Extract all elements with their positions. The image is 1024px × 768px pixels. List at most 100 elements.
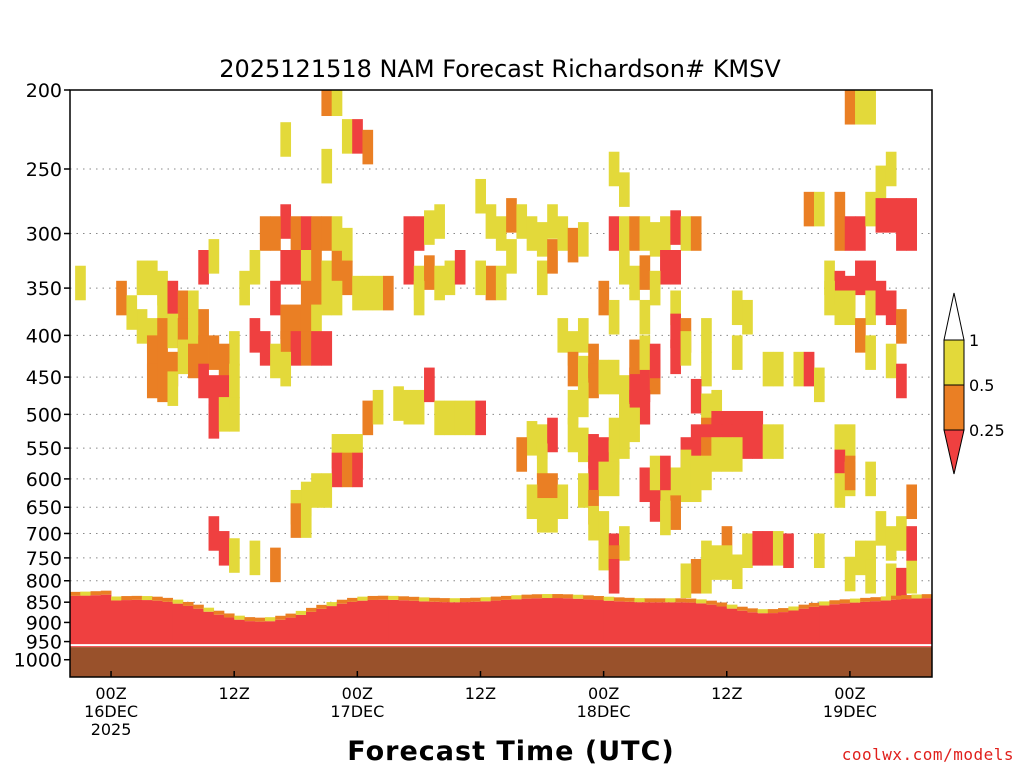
data-cell <box>167 313 179 349</box>
data-cell <box>649 455 661 491</box>
legend-arrow-bottom <box>943 429 965 475</box>
pbl-cell <box>860 601 871 648</box>
data-cell <box>567 417 579 453</box>
pbl-edge-cell <box>213 610 225 615</box>
data-cell <box>731 554 743 590</box>
data-cell <box>239 270 250 306</box>
data-cell <box>660 249 671 285</box>
data-cell <box>834 290 846 326</box>
y-axis: 200 250 300 350 400 450 500 550 600 650 700 7508008… <box>14 80 70 672</box>
pbl-edge-cell <box>757 609 769 614</box>
pbl-cell <box>336 603 348 648</box>
data-cell <box>608 359 620 395</box>
data-cell <box>619 526 630 561</box>
data-cell <box>506 198 517 233</box>
data-cell <box>670 290 681 326</box>
pbl-cell <box>552 598 563 648</box>
pbl-cell <box>100 594 112 648</box>
y-tick-label: 400 <box>26 325 62 347</box>
pbl-edge-cell <box>182 601 194 606</box>
pbl-cell <box>141 600 153 648</box>
data-cell <box>629 367 640 403</box>
data-cell <box>639 299 651 335</box>
data-cell <box>270 547 281 583</box>
data-cell <box>588 455 599 491</box>
pbl-edge-cell <box>244 617 256 622</box>
x-axis-label: Forecast Time (UTC) <box>347 736 674 767</box>
data-cell <box>701 393 712 429</box>
data-cell <box>752 531 764 566</box>
data-cell <box>270 216 281 251</box>
pbl-edge-cell <box>357 596 368 601</box>
data-cell <box>526 421 538 456</box>
pbl-cell <box>306 611 317 648</box>
data-cell <box>701 540 712 576</box>
data-cell <box>670 495 681 530</box>
data-cell <box>680 331 692 366</box>
data-cell <box>136 260 148 296</box>
pbl-edge-cell <box>767 609 779 614</box>
legend: 1 0.5 0.25 <box>943 292 1005 475</box>
data-cell <box>906 559 918 594</box>
pbl-edge-cell <box>70 591 81 596</box>
data-cell <box>588 434 599 469</box>
data-cell <box>536 424 548 459</box>
x-tick-label: 17DEC <box>330 702 384 721</box>
data-cell <box>844 216 856 251</box>
data-cell <box>218 397 230 432</box>
pbl-edge-cell <box>490 596 502 601</box>
data-cell <box>321 331 333 366</box>
data-cell <box>290 216 302 251</box>
data-cell <box>157 318 168 353</box>
data-cell <box>639 389 651 425</box>
data-cell <box>670 249 681 285</box>
data-cell <box>444 400 456 436</box>
data-cell <box>177 290 189 326</box>
data-cell <box>731 437 743 472</box>
data-cell <box>403 216 415 251</box>
data-cell <box>608 216 620 251</box>
data-cell <box>762 424 774 459</box>
data-cell <box>690 437 702 472</box>
data-cell <box>834 270 846 306</box>
pbl-edge-cell <box>593 596 605 601</box>
data-cell <box>557 216 569 251</box>
pbl-cell <box>388 599 399 648</box>
pbl-edge-cell <box>152 596 163 601</box>
data-cell <box>270 280 281 316</box>
data-cell <box>218 375 230 410</box>
pbl-edge-cell <box>418 597 430 602</box>
credit-link[interactable]: coolwx.com/models <box>841 745 1014 764</box>
pbl-cell <box>737 610 748 648</box>
data-cell <box>146 363 158 399</box>
data-cell <box>547 498 558 533</box>
pbl-edge-cell <box>193 604 204 609</box>
data-cell <box>598 280 610 316</box>
y-tick-label: 450 <box>26 367 62 389</box>
data-cell <box>865 559 876 594</box>
data-cell <box>116 280 127 316</box>
pbl-cell <box>716 606 728 648</box>
data-cell <box>454 249 466 285</box>
data-cell <box>259 216 271 251</box>
data-cell <box>721 437 733 472</box>
pbl-edge-cell <box>562 594 574 599</box>
data-cell <box>762 351 774 387</box>
x-tick-label: 2025 <box>91 720 132 739</box>
data-cell <box>649 270 661 306</box>
pbl-edge-cell <box>613 597 625 602</box>
data-cell <box>619 172 630 207</box>
data-cell <box>362 275 374 311</box>
data-cell <box>557 484 569 520</box>
pbl-edge-cell <box>306 607 317 612</box>
data-cell <box>311 473 322 508</box>
data-cell <box>424 210 435 245</box>
data-cell <box>229 331 240 366</box>
data-cell <box>701 455 712 491</box>
data-cell <box>526 484 538 520</box>
data-cell <box>680 467 692 503</box>
y-tick-label: 250 <box>26 159 62 181</box>
data-cell <box>188 343 199 379</box>
pbl-edge-cell <box>716 602 728 607</box>
